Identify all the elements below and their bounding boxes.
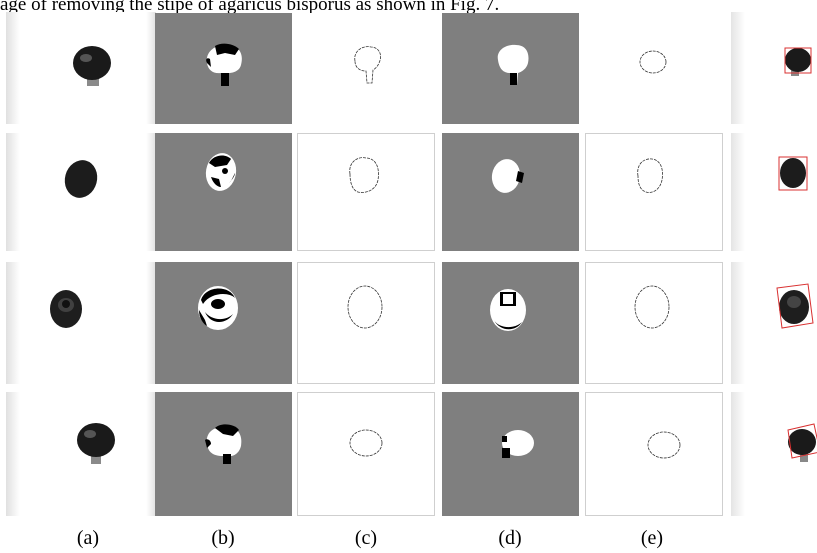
binary-mask bbox=[205, 424, 242, 464]
edge-contour bbox=[347, 285, 383, 329]
panel-d-row3 bbox=[442, 262, 579, 384]
panel-c-row2 bbox=[297, 133, 435, 251]
panel-d-row2 bbox=[442, 133, 579, 251]
mushroom-photo bbox=[50, 290, 82, 328]
panel-b-row2 bbox=[155, 133, 292, 251]
panel-f-row1 bbox=[776, 38, 817, 88]
edge-contour bbox=[354, 46, 381, 84]
bounding-box-result bbox=[787, 423, 817, 462]
panel-f-row2 bbox=[776, 152, 817, 202]
panel-a-row4 bbox=[6, 392, 156, 516]
panel-a-row1 bbox=[6, 12, 156, 124]
bounding-box-result bbox=[778, 156, 808, 191]
label-a: (a) bbox=[76, 527, 100, 549]
panel-c-row3 bbox=[297, 262, 435, 384]
binary-mask-refined bbox=[497, 44, 529, 85]
mushroom-photo bbox=[64, 160, 98, 198]
edge-contour-refined bbox=[647, 431, 681, 459]
panel-d-row4 bbox=[442, 392, 579, 516]
binary-mask-refined bbox=[490, 289, 526, 331]
binary-mask bbox=[206, 43, 242, 86]
panel-d-row1 bbox=[442, 13, 579, 124]
label-c: (c) bbox=[354, 527, 378, 549]
edge-contour-refined bbox=[634, 285, 670, 329]
panel-e-row4 bbox=[585, 392, 723, 516]
mushroom-photo bbox=[73, 46, 111, 86]
panel-b-row1 bbox=[155, 13, 292, 124]
binary-mask bbox=[198, 286, 238, 330]
edge-contour bbox=[349, 157, 379, 193]
edge-contour bbox=[349, 429, 383, 457]
panel-e-row1 bbox=[581, 13, 723, 124]
label-e: (e) bbox=[640, 527, 664, 549]
panel-b-row4 bbox=[155, 392, 292, 516]
bounding-box-result bbox=[776, 283, 814, 329]
panel-b-row3 bbox=[155, 262, 292, 384]
binary-mask bbox=[205, 153, 237, 191]
edge-contour-refined bbox=[637, 158, 663, 193]
panel-a-row3 bbox=[6, 262, 156, 384]
label-b: (b) bbox=[211, 527, 235, 549]
panel-c-row4 bbox=[297, 392, 435, 516]
panel-f-row3 bbox=[772, 280, 817, 332]
mushroom-photo bbox=[77, 423, 115, 464]
bounding-box-result bbox=[784, 47, 812, 76]
edge-contour-refined bbox=[639, 50, 667, 74]
panel-f-row4 bbox=[778, 420, 817, 472]
label-d: (d) bbox=[498, 527, 522, 549]
panel-e-row2 bbox=[585, 133, 723, 251]
panel-c-row1 bbox=[293, 13, 433, 124]
panel-a-row2 bbox=[6, 133, 156, 251]
panel-e-row3 bbox=[585, 262, 723, 384]
figure-caption-partial: age of removing the stipe of agaricus bi… bbox=[0, 0, 500, 15]
binary-mask-refined bbox=[502, 430, 534, 458]
binary-mask-refined bbox=[491, 159, 524, 193]
